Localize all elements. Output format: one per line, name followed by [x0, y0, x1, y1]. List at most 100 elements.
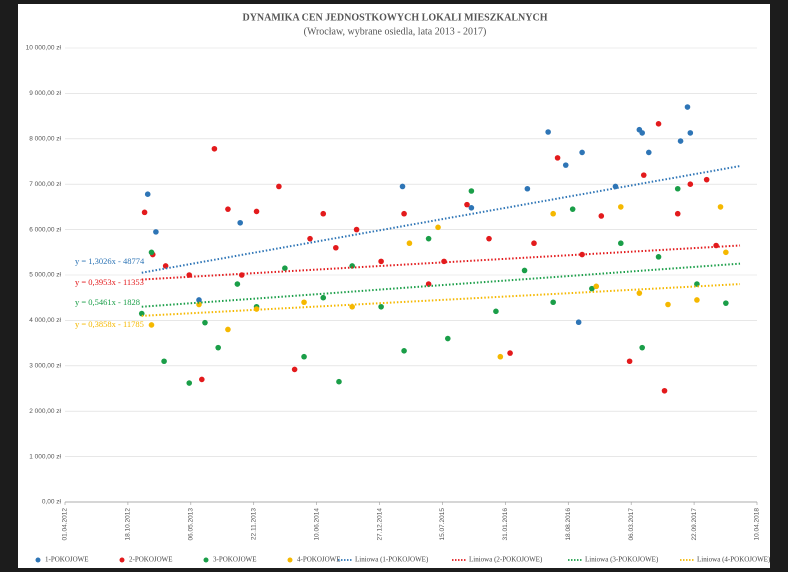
point [674, 210, 681, 217]
point [202, 319, 208, 326]
point [507, 350, 513, 356]
point [161, 358, 167, 365]
x-tick-label: 10.06.2014 [313, 508, 320, 541]
point [598, 213, 605, 219]
point [723, 300, 729, 306]
point [665, 301, 671, 308]
point [545, 129, 551, 135]
legend-label: Liniowa (3-POKOJOWE) [585, 556, 659, 564]
point [550, 210, 556, 217]
trend-equation: y = 1,3026x - 48774 [75, 256, 145, 266]
point [723, 249, 729, 256]
x-tick-label: 10.04.2018 [754, 508, 761, 541]
point [291, 366, 298, 373]
point [196, 301, 202, 308]
legend-marker [119, 557, 125, 563]
point [655, 121, 662, 127]
point [524, 185, 531, 192]
point [282, 265, 288, 271]
legend-marker [35, 557, 41, 563]
chart-title: DYNAMIKA CEN JEDNOSTKOWYCH LOKALI MIESZK… [242, 12, 547, 23]
point [276, 183, 282, 190]
point [661, 387, 668, 394]
point [225, 206, 231, 212]
legend-label: 1-POKOJOWE [45, 556, 89, 564]
point [674, 185, 681, 192]
point [639, 130, 645, 136]
point [521, 267, 528, 274]
chart-background [18, 4, 770, 568]
x-tick-label: 06.05.2013 [188, 508, 195, 541]
point [148, 322, 155, 328]
point [677, 138, 684, 144]
legend-label: Liniowa (4-POKOJOWE) [697, 556, 771, 564]
point [687, 181, 694, 187]
point [186, 380, 193, 386]
point [425, 281, 432, 287]
point [320, 294, 327, 301]
y-tick-label: 0,00 zł [42, 499, 62, 506]
y-tick-label: 5 000,00 zł [29, 272, 61, 279]
point [589, 285, 595, 292]
point [144, 191, 151, 197]
point [703, 176, 710, 183]
y-tick-label: 6 000,00 zł [29, 226, 61, 233]
point [320, 210, 327, 217]
point [687, 130, 694, 136]
point [211, 145, 218, 152]
point [425, 235, 432, 242]
point [655, 254, 662, 260]
x-tick-label: 15.07.2015 [439, 508, 446, 541]
point [215, 344, 221, 351]
point [301, 353, 307, 360]
point [493, 308, 499, 315]
point [554, 155, 561, 161]
point [713, 242, 719, 249]
y-tick-label: 8 000,00 zł [29, 136, 61, 143]
point [378, 303, 384, 310]
point [645, 149, 652, 156]
point [550, 299, 556, 306]
y-tick-label: 3 000,00 zł [29, 363, 61, 370]
point [435, 224, 441, 231]
point [199, 376, 205, 383]
point [237, 219, 244, 226]
point [378, 258, 384, 265]
point [639, 344, 645, 351]
y-tick-label: 2 000,00 zł [29, 408, 61, 415]
point [579, 149, 585, 156]
x-tick-label: 01.04.2012 [62, 508, 69, 541]
point [468, 205, 475, 211]
legend-label: 3-POKOJOWE [213, 556, 257, 564]
point [640, 172, 647, 178]
point [148, 249, 155, 256]
point [468, 188, 475, 194]
point [401, 348, 407, 354]
point [253, 208, 260, 215]
point [626, 358, 633, 365]
y-tick-label: 10 000,00 zł [26, 45, 62, 52]
point [636, 290, 643, 296]
point [717, 204, 724, 210]
legend-label: Liniowa (2-POKOJOWE) [469, 556, 543, 564]
trend-equation: y = 0,5461x - 1828 [75, 297, 140, 307]
point [349, 263, 355, 269]
legend-marker [203, 557, 209, 563]
point [406, 240, 413, 247]
x-tick-label: 27.12.2014 [376, 508, 383, 541]
point [618, 240, 624, 247]
point [464, 201, 470, 208]
point [618, 204, 624, 210]
point [445, 335, 451, 342]
x-tick-label: 06.03.2017 [628, 508, 635, 541]
point [562, 162, 569, 168]
point [353, 226, 360, 233]
x-tick-label: 22.09.2017 [691, 508, 698, 541]
point [153, 229, 159, 235]
x-tick-label: 18.10.2012 [125, 508, 132, 541]
point [225, 326, 231, 333]
y-tick-label: 9 000,00 zł [29, 90, 61, 97]
legend-marker [287, 557, 293, 563]
point [196, 297, 202, 303]
point [684, 104, 691, 110]
